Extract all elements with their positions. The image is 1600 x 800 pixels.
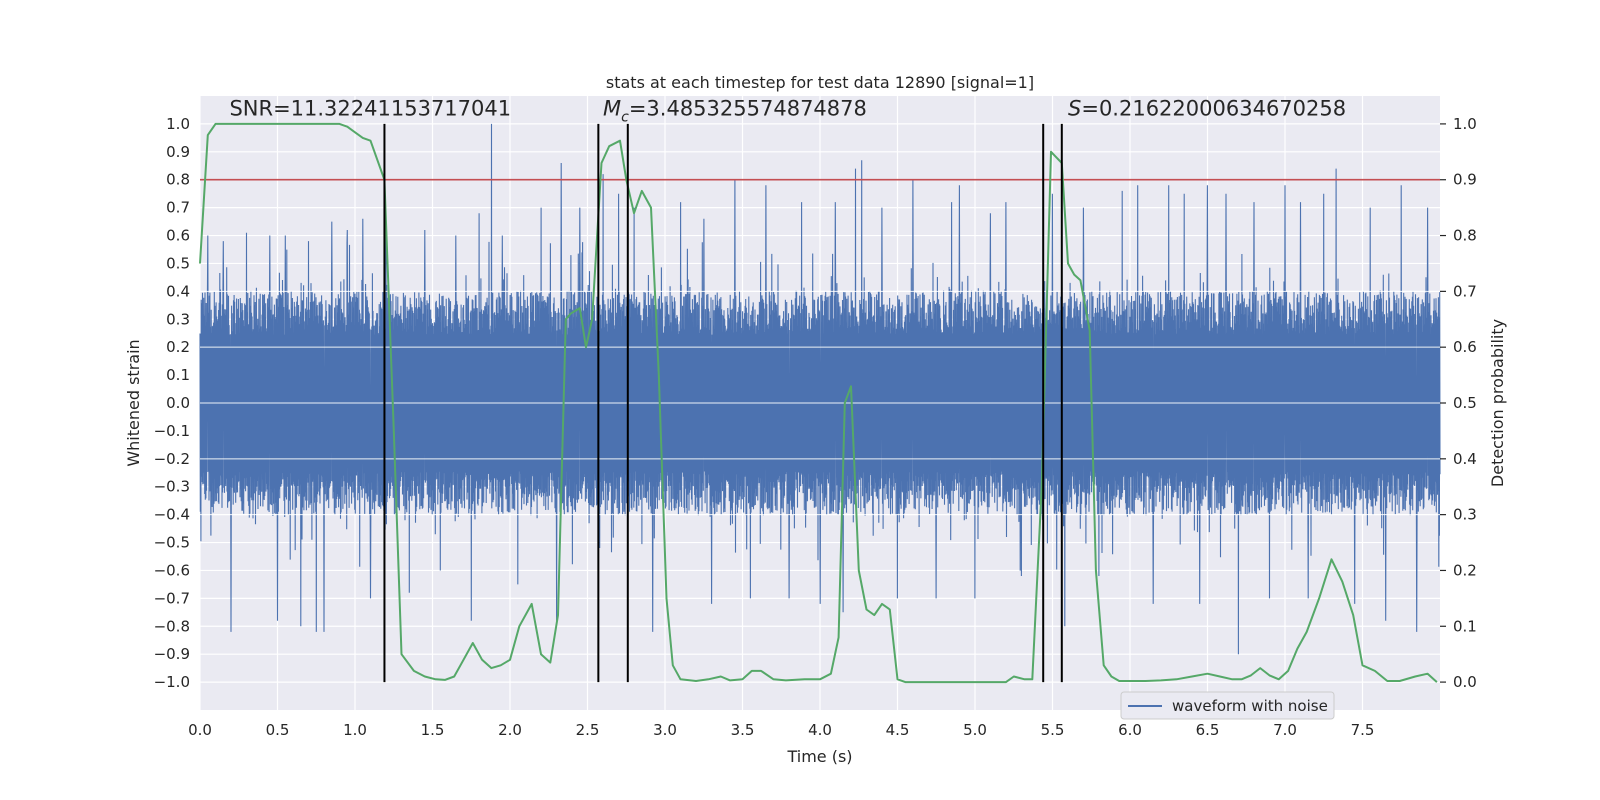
chirp-mass-symbol: M [603,97,621,121]
annotations: SNR=11.32241153717041 Mc=3.4853255748748… [229,97,1346,126]
x-tick-label-4: 2.0 [498,721,522,739]
legend-box [1120,691,1335,720]
x-axis-label: Time (s) [786,747,852,766]
left-y-tick-label-19: 0.9 [166,143,190,161]
snr-annotation-text: SNR=11.32241153717041 [229,97,511,121]
x-tick-label-11: 5.5 [1041,721,1065,739]
x-tick-label-14: 7.0 [1273,721,1297,739]
right-y-tick-label-5: 0.5 [1453,394,1477,412]
waveform-trace [199,123,1441,655]
detection-probability-line [199,122,1438,684]
x-tick-label-8: 4.0 [808,721,832,739]
left-y-tick-label-2: −0.8 [154,617,190,635]
right-y-tick-label-9: 0.9 [1453,171,1477,189]
left-y-tick-label-8: −0.2 [154,450,190,468]
x-tick-label-2: 1.0 [343,721,367,739]
y-gridlines-overlay [200,290,1440,516]
snr-annotation: SNR=11.32241153717041 [229,97,511,121]
right-y-tick-label-4: 0.4 [1453,450,1477,468]
left-y-tick-label-6: −0.4 [154,506,190,524]
left-y-tick-label-20: 1.0 [166,115,190,133]
left-y-tick-label-11: 0.1 [166,366,190,384]
x-tick-label-9: 4.5 [886,721,910,739]
x-tick-label-3: 1.5 [421,721,445,739]
left-y-axis-ticks: −1.0 −0.9 −0.8 −0.7 −0.6 −0.5 −0.4 −0.3 −0.2 −0.1… [154,115,190,691]
x-tick-label-0: 0.0 [188,721,212,739]
waveform-with-noise-series [199,123,1441,655]
left-y-tick-label-15: 0.5 [166,254,190,272]
x-tick-label-10: 5.0 [963,721,987,739]
x-tick-label-12: 6.0 [1118,721,1142,739]
left-y-tick-label-14: 0.4 [166,282,190,300]
left-y-tick-label-10: 0.0 [166,394,190,412]
right-y-tick-label-2: 0.2 [1453,561,1477,579]
left-y-tick-label-12: 0.2 [166,338,190,356]
detection-probability-series [199,122,1438,684]
left-y-tick-label-17: 0.7 [166,199,190,217]
left-y-tick-label-7: −0.3 [154,478,190,496]
left-y-tick-label-0: −1.0 [154,673,190,691]
left-y-tick-label-4: −0.6 [154,561,190,579]
x-tick-label-1: 0.5 [266,721,290,739]
legend: waveform with noise [1120,691,1335,720]
s-annotation: S=0.21622000634670258 [1068,97,1346,121]
right-y-tick-label-0: 0.0 [1453,673,1477,691]
right-y-tick-label-1: 0.1 [1453,617,1477,635]
x-tick-label-6: 3.0 [653,721,677,739]
right-y-axis-label: Detection probability [1488,319,1507,487]
chart-title: stats at each timestep for test data 128… [606,73,1034,92]
x-axis-ticks: 0.0 0.5 1.0 1.5 2.0 2.5 3.0 3.5 4.0 4.5 5.0 5.5 6.0 6… [188,721,1374,739]
chirp-mass-annotation: Mc=3.485325574874878 [603,97,867,126]
chirp-mass-subscript: c [621,110,629,126]
x-tick-label-5: 2.5 [576,721,600,739]
left-y-axis-label: Whitened strain [124,339,143,466]
x-tick-label-15: 7.5 [1351,721,1375,739]
chirp-mass-value: =3.485325574874878 [629,97,867,121]
right-y-tick-label-8: 0.8 [1453,227,1477,245]
left-y-tick-label-1: −0.9 [154,645,190,663]
x-tick-label-13: 6.5 [1196,721,1220,739]
left-y-tick-label-9: −0.1 [154,422,190,440]
right-y-tick-label-3: 0.3 [1453,506,1477,524]
right-y-tick-label-10: 1.0 [1453,115,1477,133]
vertical-markers [383,123,1063,683]
left-y-tick-label-16: 0.6 [166,227,190,245]
s-value: =0.21622000634670258 [1081,97,1346,121]
left-y-tick-label-18: 0.8 [166,171,190,189]
s-symbol: S [1068,97,1081,121]
left-y-tick-label-13: 0.3 [166,310,190,328]
left-y-tick-label-3: −0.7 [154,589,190,607]
left-y-tick-label-5: −0.5 [154,534,190,552]
legend-label-waveform: waveform with noise [1172,697,1328,715]
x-tick-label-7: 3.5 [731,721,755,739]
right-y-axis-ticks: 0.0 0.1 0.2 0.3 0.4 0.5 0.6 0.7 0.8 0.9 1.0 [1440,115,1477,691]
right-y-tick-label-7: 0.7 [1453,282,1477,300]
right-y-tick-label-6: 0.6 [1453,338,1477,356]
